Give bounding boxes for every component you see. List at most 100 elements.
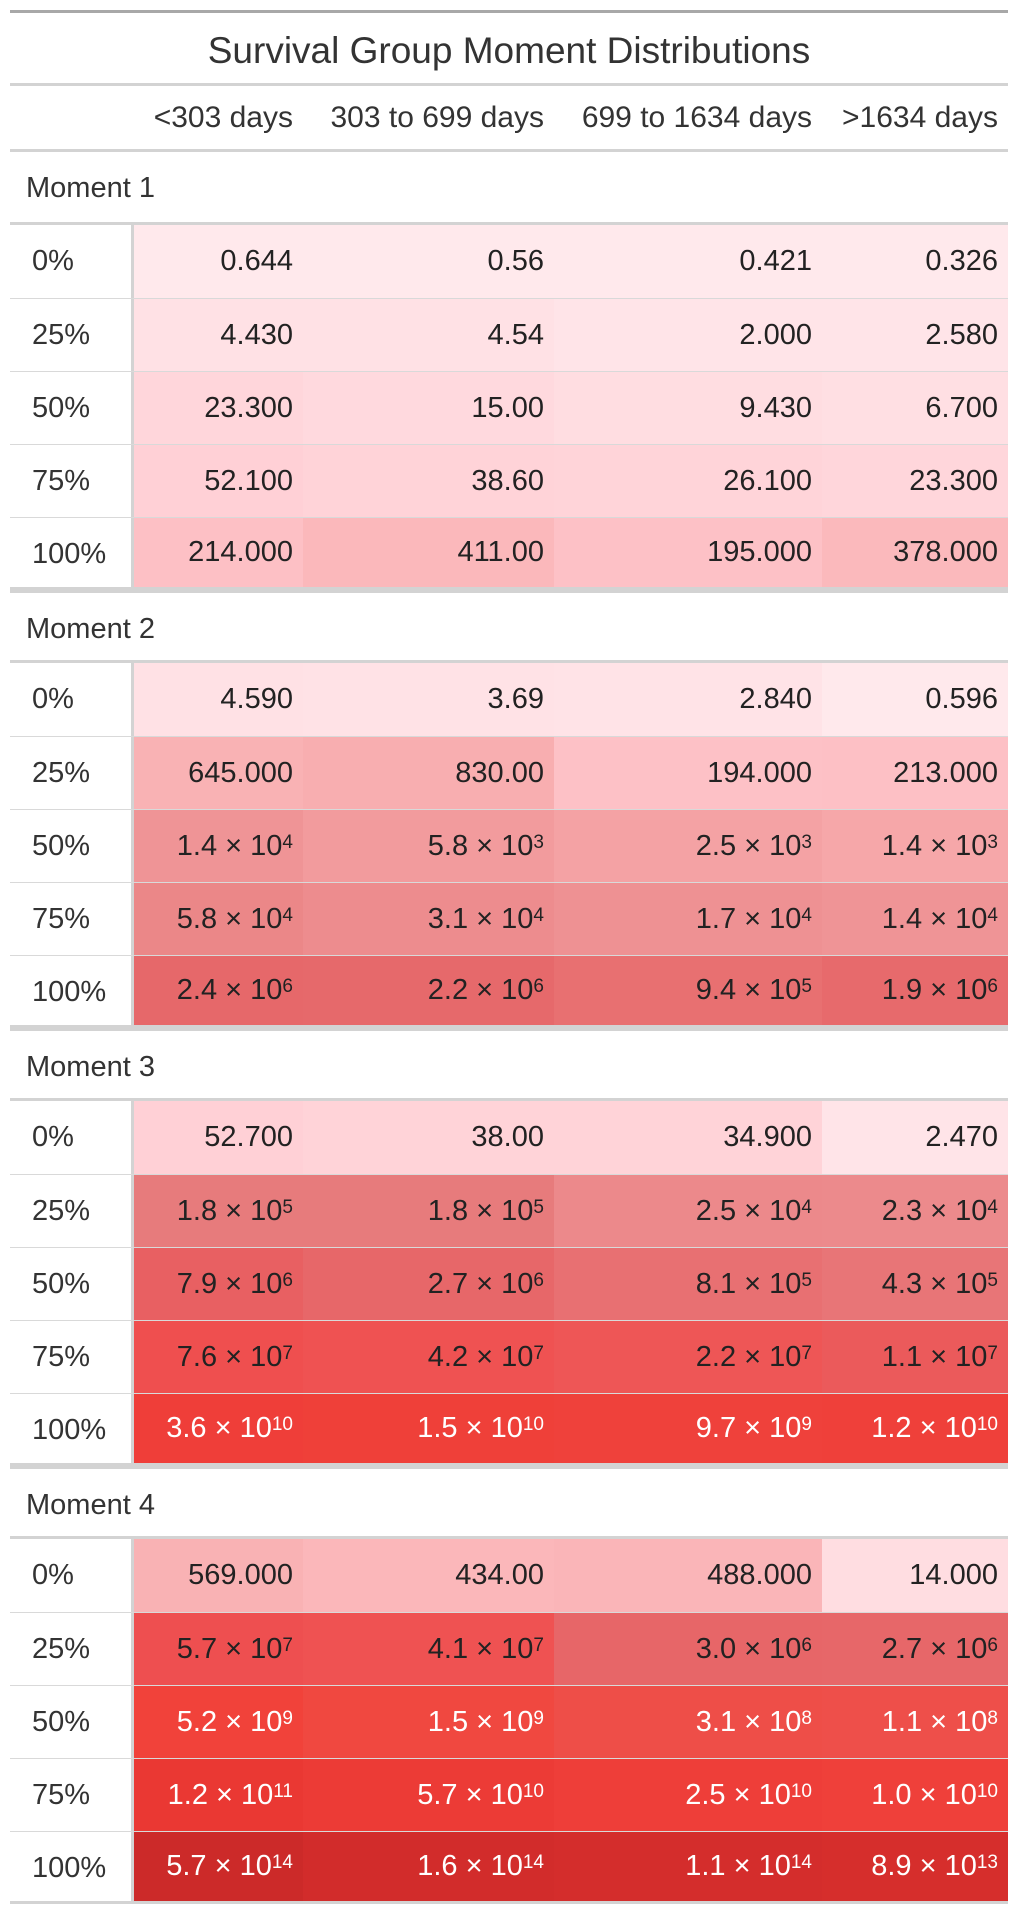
table-row: 100% 214.000 411.00 195.000 378.000 xyxy=(10,517,1008,590)
table-cell: 0.56 xyxy=(303,225,554,298)
column-header-303-699: 303 to 699 days xyxy=(330,100,544,134)
table-row: 25% 5.7 × 10 7 4.1 × 10 7 3.0 × 10 6 2.7 × 10 6 xyxy=(10,1612,1008,1685)
table-cell: 3.1 × 10 8 xyxy=(554,1686,822,1758)
group-header: Moment 2 xyxy=(10,590,1008,663)
table-cell: 9.430 xyxy=(554,372,822,444)
table-cell: 2.580 xyxy=(822,299,1008,371)
table-cell: 4.54 xyxy=(303,299,554,371)
table-cell: 7.9 × 10 6 xyxy=(134,1248,303,1320)
table-cell: 1.4 × 10 4 xyxy=(822,883,1008,955)
table-cell: 34.900 xyxy=(554,1101,822,1174)
table-cell: 5.7 × 10 14 xyxy=(134,1832,303,1901)
table-cell: 9.7 × 10 9 xyxy=(554,1394,822,1463)
table-cell: 194.000 xyxy=(554,737,822,809)
row-quantile-label: 25% xyxy=(10,299,134,371)
table-cell: 2.2 × 10 7 xyxy=(554,1321,822,1393)
table-row: 50% 5.2 × 10 9 1.5 × 10 9 3.1 × 10 8 1.1 × 10 8 xyxy=(10,1685,1008,1758)
table-cell: 14.000 xyxy=(822,1539,1008,1612)
table-cell: 1.2 × 10 10 xyxy=(822,1394,1008,1463)
row-quantile-label: 25% xyxy=(10,737,134,809)
table-cell: 5.7 × 10 7 xyxy=(134,1613,303,1685)
row-quantile-label: 75% xyxy=(10,883,134,955)
table-cell: 1.7 × 10 4 xyxy=(554,883,822,955)
row-quantile-label: 50% xyxy=(10,810,134,882)
table-cell: 7.6 × 10 7 xyxy=(134,1321,303,1393)
row-quantile-label: 75% xyxy=(10,1759,134,1831)
column-header-stub xyxy=(10,86,134,149)
table-row: 50% 23.300 15.00 9.430 6.700 xyxy=(10,371,1008,444)
table-cell: 0.596 xyxy=(822,663,1008,736)
table-row: 100% 2.4 × 10 6 2.2 × 10 6 9.4 × 10 5 1.9 × 10 6 xyxy=(10,955,1008,1028)
table-cell: 1.1 × 10 14 xyxy=(554,1832,822,1901)
row-quantile-label: 50% xyxy=(10,372,134,444)
row-quantile-label: 0% xyxy=(10,1101,134,1174)
table-cell: 1.5 × 10 9 xyxy=(303,1686,554,1758)
table-cell: 26.100 xyxy=(554,445,822,517)
table-row: 25% 4.430 4.54 2.000 2.580 xyxy=(10,298,1008,371)
table-cell: 2.470 xyxy=(822,1101,1008,1174)
table-cell: 1.4 × 10 4 xyxy=(134,810,303,882)
table-row: 25% 1.8 × 10 5 1.8 × 10 5 2.5 × 10 4 2.3 × 10 4 xyxy=(10,1174,1008,1247)
row-quantile-label: 50% xyxy=(10,1248,134,1320)
table-cell: 4.590 xyxy=(134,663,303,736)
table-cell: 5.8 × 10 4 xyxy=(134,883,303,955)
table-cell: 2.840 xyxy=(554,663,822,736)
table-cell: 38.60 xyxy=(303,445,554,517)
table-cell: 2.2 × 10 6 xyxy=(303,956,554,1025)
table-cell: 3.6 × 10 10 xyxy=(134,1394,303,1463)
row-quantile-label: 100% xyxy=(10,956,134,1025)
table-cell: 569.000 xyxy=(134,1539,303,1612)
table-row: 0% 0.644 0.56 0.421 0.326 xyxy=(10,225,1008,298)
table-cell: 195.000 xyxy=(554,518,822,587)
table-row: 100% 5.7 × 10 14 1.6 × 10 14 1.1 × 10 14 8.9 × … xyxy=(10,1831,1008,1904)
table-cell: 2.3 × 10 4 xyxy=(822,1175,1008,1247)
table-cell: 1.1 × 10 7 xyxy=(822,1321,1008,1393)
table-cell: 434.00 xyxy=(303,1539,554,1612)
table-row: 50% 7.9 × 10 6 2.7 × 10 6 8.1 × 10 5 4.3 × 10 5 xyxy=(10,1247,1008,1320)
column-header-699-1634: 699 to 1634 days xyxy=(581,100,812,134)
row-quantile-label: 75% xyxy=(10,1321,134,1393)
table-cell: 2.5 × 10 3 xyxy=(554,810,822,882)
column-header-gt1634: >1634 days xyxy=(842,100,998,134)
table-cell: 8.9 × 10 13 xyxy=(822,1832,1008,1901)
table-cell: 9.4 × 10 5 xyxy=(554,956,822,1025)
table-cell: 3.1 × 10 4 xyxy=(303,883,554,955)
table-cell: 5.8 × 10 3 xyxy=(303,810,554,882)
table-row: 100% 3.6 × 10 10 1.5 × 10 10 9.7 × 10 9 1.2 × 1… xyxy=(10,1393,1008,1466)
row-quantile-label: 100% xyxy=(10,518,134,587)
table-row: 0% 52.700 38.00 34.900 2.470 xyxy=(10,1101,1008,1174)
table-cell: 4.2 × 10 7 xyxy=(303,1321,554,1393)
table-cell: 2.7 × 10 6 xyxy=(822,1613,1008,1685)
table-cell: 0.644 xyxy=(134,225,303,298)
table-cell: 0.326 xyxy=(822,225,1008,298)
row-quantile-label: 0% xyxy=(10,1539,134,1612)
table-row: 75% 7.6 × 10 7 4.2 × 10 7 2.2 × 10 7 1.1 × 10 7 xyxy=(10,1320,1008,1393)
group-header: Moment 3 xyxy=(10,1028,1008,1101)
table-cell: 411.00 xyxy=(303,518,554,587)
table-cell: 52.700 xyxy=(134,1101,303,1174)
row-quantile-label: 25% xyxy=(10,1613,134,1685)
table-row: 75% 52.100 38.60 26.100 23.300 xyxy=(10,444,1008,517)
table-cell: 1.0 × 10 10 xyxy=(822,1759,1008,1831)
row-quantile-label: 0% xyxy=(10,225,134,298)
table-row: 25% 645.000 830.00 194.000 213.000 xyxy=(10,736,1008,809)
table-cell: 23.300 xyxy=(134,372,303,444)
row-quantile-label: 50% xyxy=(10,1686,134,1758)
table-cell: 8.1 × 10 5 xyxy=(554,1248,822,1320)
table-cell: 1.1 × 10 8 xyxy=(822,1686,1008,1758)
table-cell: 645.000 xyxy=(134,737,303,809)
table-row: 75% 1.2 × 10 11 5.7 × 10 10 2.5 × 10 10 1.0 × 1… xyxy=(10,1758,1008,1831)
group-header: Moment 4 xyxy=(10,1466,1008,1539)
table-cell: 830.00 xyxy=(303,737,554,809)
row-quantile-label: 100% xyxy=(10,1832,134,1901)
row-quantile-label: 0% xyxy=(10,663,134,736)
table-cell: 38.00 xyxy=(303,1101,554,1174)
table-cell: 1.8 × 10 5 xyxy=(134,1175,303,1247)
table-cell: 1.9 × 10 6 xyxy=(822,956,1008,1025)
table-row: 0% 569.000 434.00 488.000 14.000 xyxy=(10,1539,1008,1612)
column-header-row: <303 days 303 to 699 days 699 to 1634 da… xyxy=(10,86,1008,152)
table-cell: 1.4 × 10 3 xyxy=(822,810,1008,882)
column-header-lt303: <303 days xyxy=(153,100,293,134)
table-cell: 23.300 xyxy=(822,445,1008,517)
table-cell: 4.430 xyxy=(134,299,303,371)
